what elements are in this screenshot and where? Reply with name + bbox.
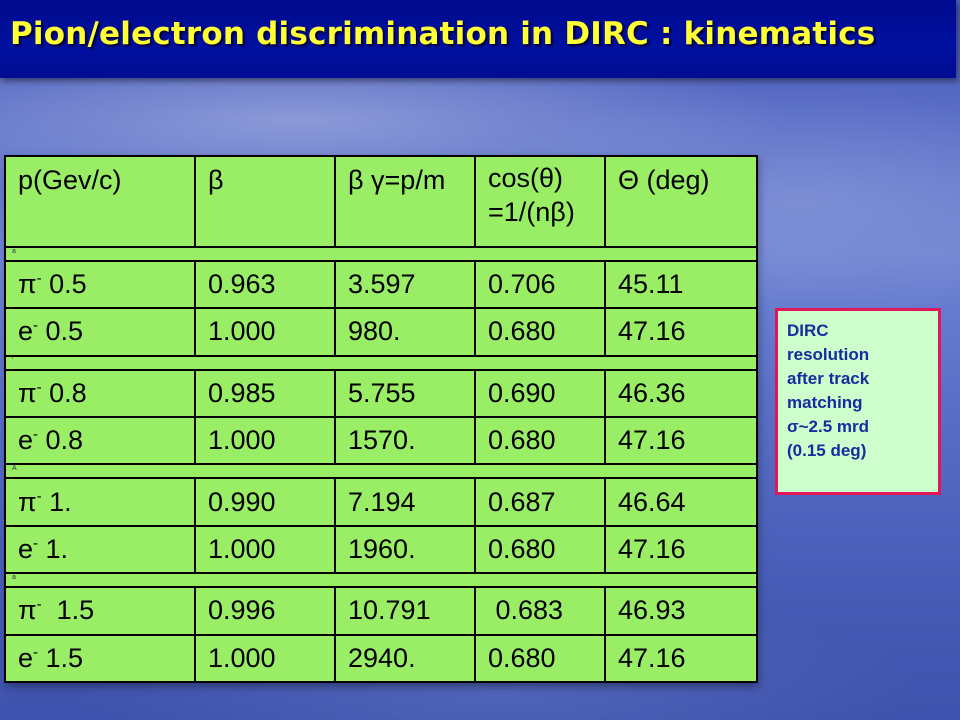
table-row: e- 0.5 1.000 980. 0.680 47.16	[4, 307, 758, 357]
note-line: DIRC	[787, 321, 829, 340]
header-beta: β	[194, 155, 336, 248]
particle-charge: -	[36, 596, 42, 614]
note-line: (0.15 deg)	[787, 441, 867, 460]
cos-theta-cell: 0.680	[474, 415, 606, 466]
beta-gamma-cell: 7.194	[334, 477, 476, 527]
table-row: e- 1. 1.000 1960. 0.680 47.16	[4, 524, 758, 575]
cos-theta-cell: 0.706	[474, 259, 606, 310]
table-row: π- 0.5 0.963 3.597 0.706 45.11	[4, 259, 758, 310]
particle-momentum-cell: π- 0.8	[4, 368, 196, 418]
table-row: π- 1. 0.990 7.194 0.687 46.64	[4, 477, 758, 527]
particle-symbol: e	[18, 316, 34, 347]
note-line: resolution	[787, 345, 870, 364]
cos-theta-cell: 0.680	[474, 524, 606, 575]
separator-row: a	[4, 245, 758, 262]
particle-charge: -	[33, 317, 39, 335]
momentum-value: 0.8	[41, 377, 87, 408]
theta-cell: 47.16	[604, 524, 758, 575]
particle-charge: -	[36, 378, 42, 396]
particle-momentum-cell: π- 1.5	[4, 586, 196, 636]
kinematics-table-body: p(Gev/c) β β γ=p/m cos(θ) =1/(nβ) Θ (deg…	[4, 155, 758, 684]
particle-symbol: e	[18, 642, 34, 673]
particle-charge: -	[33, 534, 39, 552]
momentum-value: 0.5	[38, 316, 84, 347]
beta-cell: 0.996	[194, 586, 336, 636]
header-cos-theta: cos(θ) =1/(nβ)	[474, 155, 606, 248]
beta-cell: 0.963	[194, 259, 336, 310]
particle-charge: -	[36, 269, 42, 287]
beta-cell: 0.985	[194, 368, 336, 418]
note-line: after track	[787, 369, 870, 388]
table-row: π- 1.5 0.996 10.791 0.683 46.93	[4, 586, 758, 636]
beta-gamma-cell: 2940.	[334, 633, 476, 684]
particle-symbol: e	[18, 533, 34, 564]
beta-gamma-cell: 3.597	[334, 259, 476, 310]
particle-charge: -	[33, 643, 39, 661]
separator-row: a	[4, 572, 758, 589]
momentum-value: 1.5	[41, 595, 95, 626]
slide-title: Pion/electron discrimination in DIRC : k…	[10, 16, 876, 52]
theta-cell: 47.16	[604, 415, 758, 466]
cos-theta-cell: 0.680	[474, 633, 606, 684]
separator-row: A	[4, 463, 758, 480]
separator-cell: A	[4, 463, 758, 480]
particle-symbol: π	[18, 268, 37, 299]
particle-charge: -	[33, 426, 39, 444]
particle-momentum-cell: π- 0.5	[4, 259, 196, 310]
header-row: p(Gev/c) β β γ=p/m cos(θ) =1/(nβ) Θ (deg…	[4, 155, 758, 248]
beta-gamma-cell: 1570.	[334, 415, 476, 466]
beta-gamma-cell: 980.	[334, 307, 476, 357]
beta-gamma-cell: 1960.	[334, 524, 476, 575]
theta-cell: 46.64	[604, 477, 758, 527]
theta-cell: 47.16	[604, 633, 758, 684]
separator-cell: '	[4, 354, 758, 371]
cos-theta-cell: 0.683	[474, 586, 606, 636]
kinematics-table-container: p(Gev/c) β β γ=p/m cos(θ) =1/(nβ) Θ (deg…	[4, 155, 758, 684]
header-theta-deg: Θ (deg)	[604, 155, 758, 248]
beta-cell: 1.000	[194, 415, 336, 466]
momentum-value: 0.5	[41, 268, 87, 299]
separator-row: '	[4, 354, 758, 371]
particle-momentum-cell: e- 1.	[4, 524, 196, 575]
particle-charge: -	[36, 487, 42, 505]
theta-cell: 46.93	[604, 586, 758, 636]
beta-cell: 0.990	[194, 477, 336, 527]
title-bar: Pion/electron discrimination in DIRC : k…	[0, 0, 956, 78]
cos-theta-cell: 0.687	[474, 477, 606, 527]
table-row: e- 0.8 1.000 1570. 0.680 47.16	[4, 415, 758, 466]
particle-momentum-cell: e- 0.8	[4, 415, 196, 466]
cos-theta-cell: 0.690	[474, 368, 606, 418]
dirc-resolution-note: DIRC resolution after track matching σ~2…	[775, 308, 941, 495]
separator-cell: a	[4, 245, 758, 262]
particle-momentum-cell: e- 0.5	[4, 307, 196, 357]
note-line: matching	[787, 393, 863, 412]
momentum-value: 1.	[41, 486, 72, 517]
particle-symbol: π	[18, 377, 37, 408]
momentum-value: 0.8	[38, 425, 84, 456]
beta-cell: 1.000	[194, 307, 336, 357]
beta-cell: 1.000	[194, 524, 336, 575]
theta-cell: 46.36	[604, 368, 758, 418]
theta-cell: 47.16	[604, 307, 758, 357]
theta-cell: 45.11	[604, 259, 758, 310]
particle-momentum-cell: e- 1.5	[4, 633, 196, 684]
beta-cell: 1.000	[194, 633, 336, 684]
particle-symbol: e	[18, 425, 34, 456]
beta-gamma-cell: 5.755	[334, 368, 476, 418]
table-row: e- 1.5 1.000 2940. 0.680 47.16	[4, 633, 758, 684]
beta-gamma-cell: 10.791	[334, 586, 476, 636]
kinematics-table: p(Gev/c) β β γ=p/m cos(θ) =1/(nβ) Θ (deg…	[4, 155, 758, 684]
particle-symbol: π	[18, 486, 37, 517]
momentum-value: 1.	[38, 533, 69, 564]
cos-theta-cell: 0.680	[474, 307, 606, 357]
header-momentum: p(Gev/c)	[4, 155, 196, 248]
particle-symbol: π	[18, 595, 37, 626]
momentum-value: 1.5	[38, 642, 84, 673]
note-line: σ~2.5 mrd	[787, 417, 870, 436]
particle-momentum-cell: π- 1.	[4, 477, 196, 527]
separator-cell: a	[4, 572, 758, 589]
table-row: π- 0.8 0.985 5.755 0.690 46.36	[4, 368, 758, 418]
header-beta-gamma: β γ=p/m	[334, 155, 476, 248]
